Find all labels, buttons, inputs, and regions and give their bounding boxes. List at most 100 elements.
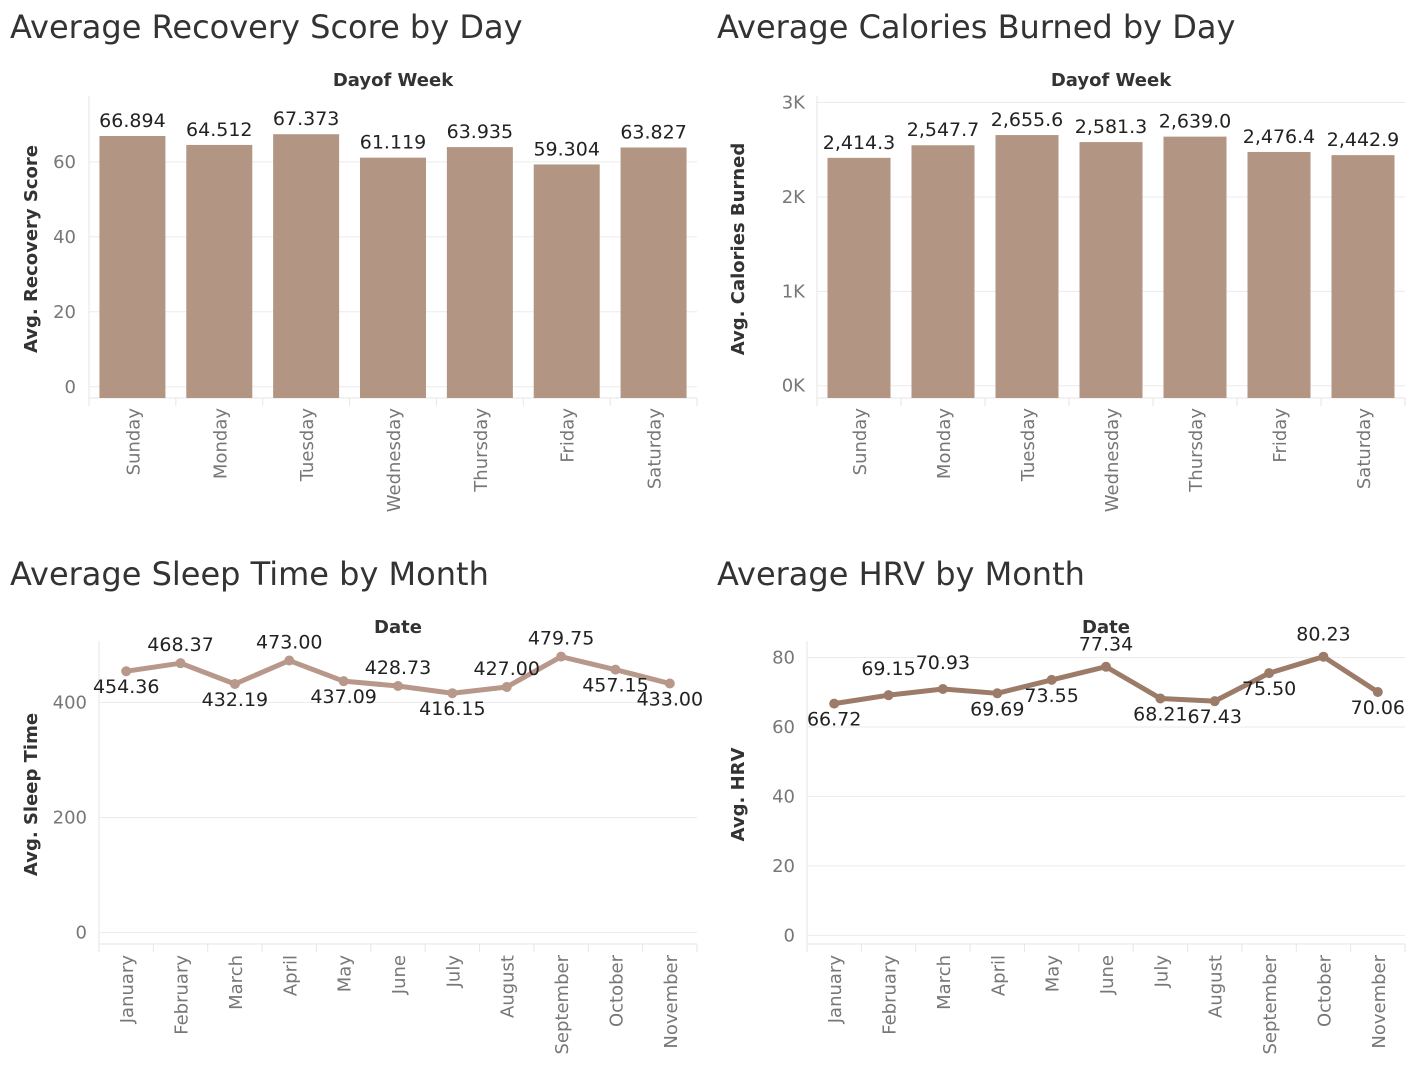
chart3-data-label-september: 479.75 (528, 628, 594, 650)
chart3-xtick-july: July (443, 955, 464, 989)
chart3-xtick-february: February (172, 955, 193, 1035)
chart2-ylabel: Avg. Calories Burned (728, 143, 749, 355)
sleep-chart-title: Average Sleep Time by Month (10, 555, 489, 593)
chart4-data-label-july: 68.21 (1133, 703, 1187, 725)
chart2-ytick-label: 2K (782, 187, 806, 208)
chart4-xtick-july: July (1151, 955, 1172, 989)
chart1-xtick-wednesday: Wednesday (384, 408, 405, 513)
chart3-point-november (664, 678, 675, 689)
chart2-xtick-monday: Monday (934, 408, 955, 479)
chart2-data-label-wednesday: 2,581.3 (1075, 116, 1148, 138)
chart1-xtick-monday: Monday (210, 408, 231, 479)
chart4-data-label-january: 66.72 (807, 709, 861, 731)
chart1-bar-friday (533, 164, 600, 398)
chart4-ytick-label: 0 (784, 925, 795, 946)
chart1-bar-tuesday (273, 134, 340, 398)
chart4-ytick-label: 40 (772, 786, 795, 807)
chart1-ytick-label: 20 (53, 302, 76, 323)
chart1-data-label-wednesday: 61.119 (360, 132, 426, 154)
chart3-xtick-october: October (606, 954, 627, 1027)
chart1-ytick-label: 40 (53, 227, 76, 248)
chart3-point-july (447, 688, 458, 699)
recovery-chart-title: Average Recovery Score by Day (10, 8, 523, 46)
chart4-data-label-february: 69.15 (861, 658, 915, 680)
chart3-data-label-november: 433.00 (637, 689, 703, 711)
chart3-data-label-may: 437.09 (310, 686, 376, 708)
chart2-xtick-wednesday: Wednesday (1102, 408, 1123, 513)
chart1-ytick-label: 60 (53, 152, 76, 173)
chart4-point-february (883, 690, 894, 701)
chart2-xtick-friday: Friday (1270, 408, 1291, 463)
chart3-header: Date (374, 617, 422, 638)
chart4-xtick-may: May (1043, 955, 1064, 993)
chart1-data-label-sunday: 66.894 (99, 110, 165, 132)
chart1-data-label-thursday: 63.935 (447, 121, 513, 143)
chart4-point-august (1209, 696, 1220, 707)
chart2-bar-sunday (827, 157, 891, 398)
chart4-ytick-label: 80 (772, 648, 795, 669)
chart3-data-label-october: 457.15 (582, 675, 648, 697)
chart4-ylabel: Avg. HRV (728, 748, 749, 842)
chart3-point-august (501, 681, 512, 692)
chart3-xtick-november: November (661, 954, 682, 1048)
chart4-data-label-june: 77.34 (1079, 634, 1133, 656)
chart2-data-label-saturday: 2,442.9 (1327, 129, 1400, 151)
chart3-ytick-label: 200 (53, 808, 87, 829)
chart2-data-label-tuesday: 2,655.6 (991, 109, 1064, 131)
chart1-data-label-monday: 64.512 (186, 119, 252, 141)
chart4-data-label-april: 69.69 (970, 698, 1024, 720)
chart3-xtick-april: April (280, 955, 301, 996)
chart1-bar-sunday (99, 136, 166, 399)
chart3-xtick-march: March (226, 955, 247, 1010)
chart3-data-label-february: 468.37 (147, 634, 213, 656)
chart3-point-may (338, 676, 349, 687)
chart4-ytick-label: 20 (772, 856, 795, 877)
chart3-point-september (556, 651, 567, 662)
chart4-point-april (992, 688, 1003, 699)
chart1-xtick-friday: Friday (558, 408, 579, 463)
chart2-data-label-monday: 2,547.7 (907, 119, 980, 141)
chart1-bar-wednesday (360, 157, 426, 398)
chart3-data-label-july: 416.15 (419, 698, 485, 720)
chart1-bar-monday (186, 144, 253, 398)
chart1-data-label-friday: 59.304 (533, 138, 599, 160)
chart3-data-label-january: 454.36 (93, 676, 159, 698)
chart4-xtick-march: March (934, 955, 955, 1010)
chart1-bar-saturday (620, 147, 687, 398)
chart2-data-label-sunday: 2,414.3 (823, 132, 896, 154)
chart4-data-label-august: 67.43 (1188, 706, 1242, 728)
chart4-xtick-june: June (1097, 955, 1118, 995)
chart3-ytick-label: 400 (53, 693, 87, 714)
chart4-xtick-january: January (825, 955, 846, 1025)
chart2-bar-tuesday (995, 135, 1059, 398)
chart4-data-label-september: 75.50 (1242, 678, 1296, 700)
chart2-header: Dayof Week (1051, 70, 1172, 91)
chart2-bar-wednesday (1079, 142, 1143, 398)
chart1-header: Dayof Week (333, 70, 454, 91)
chart1-data-label-tuesday: 67.373 (273, 108, 339, 130)
chart3-xtick-august: August (498, 955, 519, 1018)
hrv-chart-title: Average HRV by Month (717, 555, 1085, 593)
chart1-xtick-thursday: Thursday (471, 408, 492, 493)
chart2-xtick-saturday: Saturday (1354, 408, 1375, 489)
chart4-point-january (829, 698, 840, 709)
chart2-ytick-label: 3K (782, 93, 806, 114)
chart1-ylabel: Avg. Recovery Score (21, 145, 42, 353)
chart2-data-label-friday: 2,476.4 (1243, 126, 1316, 148)
calories-chart-title: Average Calories Burned by Day (717, 8, 1236, 46)
chart3-data-label-june: 428.73 (365, 657, 431, 679)
chart3-ytick-label: 0 (76, 923, 87, 944)
chart4-xtick-september: September (1260, 954, 1281, 1054)
chart4-xtick-october: October (1314, 954, 1335, 1027)
chart4-point-march (937, 683, 948, 694)
chart2-bar-monday (911, 145, 975, 398)
chart1-ytick-label: 0 (65, 377, 76, 398)
chart3-data-label-march: 432.19 (202, 689, 268, 711)
chart3-xtick-september: September (552, 954, 573, 1054)
chart3-data-label-august: 427.00 (473, 658, 539, 680)
chart2-bar-friday (1247, 151, 1311, 398)
chart4-xtick-april: April (988, 955, 1009, 996)
chart2-bar-saturday (1331, 155, 1395, 398)
chart3-xtick-january: January (117, 955, 138, 1025)
